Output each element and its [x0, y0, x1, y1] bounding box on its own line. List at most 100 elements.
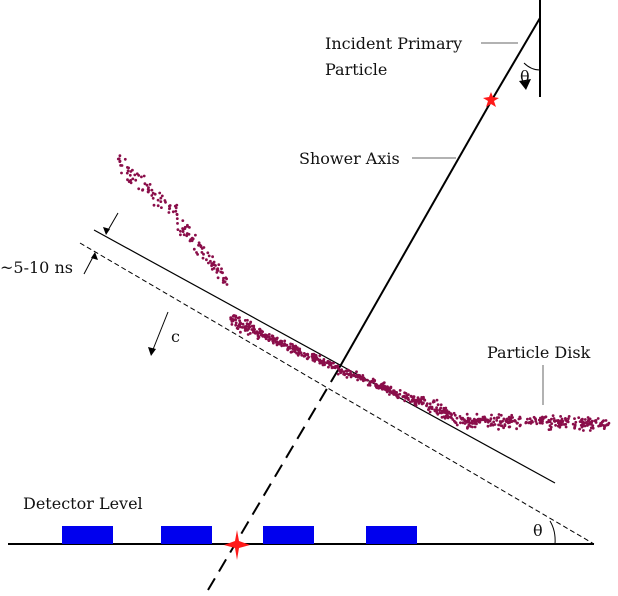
particle-point: [247, 325, 250, 329]
particle-point: [436, 403, 440, 407]
particle-point: [351, 373, 355, 377]
particle-point: [404, 392, 408, 395]
particle-point: [356, 375, 360, 379]
particle-point: [146, 190, 150, 194]
particle-point: [257, 335, 260, 338]
particle-point: [271, 334, 275, 338]
particle-point: [443, 416, 447, 420]
particle-point: [475, 412, 479, 416]
particle-point: [234, 323, 238, 327]
particle-point: [127, 166, 130, 170]
particle-point: [238, 319, 242, 322]
particle-point: [421, 401, 425, 405]
particle-point: [535, 422, 539, 426]
particle-point: [590, 419, 594, 423]
particle-point: [129, 181, 133, 185]
particle-point: [156, 204, 160, 208]
particle-point: [236, 324, 240, 328]
particle-point: [380, 384, 384, 388]
particle-point: [278, 340, 282, 344]
particle-point: [296, 353, 300, 357]
particle-point: [473, 425, 477, 429]
particle-point: [574, 420, 578, 424]
particle-point: [335, 365, 338, 368]
particle-point: [591, 426, 595, 430]
particle-point: [125, 171, 129, 175]
particle-point: [246, 318, 249, 322]
particle-point: [260, 329, 263, 333]
detector-stations: [62, 526, 417, 544]
particle-point: [596, 417, 600, 420]
particle-point: [597, 424, 600, 428]
particle-point: [370, 380, 374, 384]
particle-point: [567, 417, 570, 420]
particle-point: [183, 227, 187, 231]
particle-point: [583, 418, 587, 421]
particle-point: [137, 174, 141, 177]
particle-point: [416, 396, 420, 400]
particle-point: [159, 196, 163, 200]
shower-axis-label: Shower Axis: [299, 149, 400, 168]
particle-point: [418, 398, 422, 402]
particle-point: [299, 351, 303, 354]
particle-point: [331, 365, 335, 369]
particle-point: [225, 283, 229, 286]
particle-point: [236, 316, 240, 320]
particle-point: [150, 188, 154, 192]
particle-point: [126, 178, 129, 182]
particle-point: [244, 328, 248, 332]
particle-point: [461, 421, 465, 425]
particle-point: [581, 422, 585, 426]
particle-point: [239, 330, 242, 334]
particle-point: [329, 362, 333, 366]
particle-point: [267, 338, 271, 342]
particle-point: [489, 424, 493, 427]
particle-point: [435, 406, 438, 410]
particle-point: [600, 420, 604, 424]
particle-point: [123, 157, 127, 161]
particle-point: [248, 332, 252, 335]
particle-point: [148, 183, 152, 186]
particle-point: [295, 351, 298, 355]
particle-point: [453, 413, 457, 417]
particle-point: [181, 219, 185, 223]
particle-point: [486, 420, 490, 424]
particle-point: [318, 354, 322, 358]
particle-point: [428, 410, 432, 414]
particle-point: [342, 372, 345, 376]
particle-point: [332, 361, 335, 365]
incident-particle-label-line1: Incident Primary: [325, 34, 462, 53]
particle-point: [428, 402, 432, 406]
particle-point: [554, 423, 557, 427]
particle-point: [298, 349, 302, 352]
particle-point: [202, 246, 206, 249]
particle-point: [552, 419, 556, 423]
particle-point: [373, 379, 376, 383]
particle-point: [502, 426, 505, 430]
particle-point: [312, 357, 316, 361]
particle-point: [347, 373, 351, 377]
particle-point: [534, 420, 538, 423]
speed-label: c: [171, 327, 180, 346]
particle-point: [566, 420, 570, 424]
particle-point: [248, 322, 252, 325]
particle-point: [427, 408, 430, 411]
particle-point: [322, 359, 325, 362]
particle-point: [293, 346, 297, 350]
particle-point: [336, 372, 340, 376]
particle-point: [458, 415, 462, 418]
particle-point: [290, 350, 294, 354]
particle-point: [480, 418, 483, 422]
particle-point: [176, 222, 179, 225]
particle-point: [212, 266, 216, 270]
particle-point: [416, 400, 420, 403]
particle-point: [195, 251, 198, 254]
incident-particle-arrow: [492, 17, 541, 99]
particle-point: [314, 354, 318, 357]
particle-point: [455, 416, 459, 420]
particle-point: [300, 353, 304, 357]
particle-point: [564, 425, 568, 429]
particle-point: [209, 259, 212, 263]
particle-point: [230, 320, 234, 323]
